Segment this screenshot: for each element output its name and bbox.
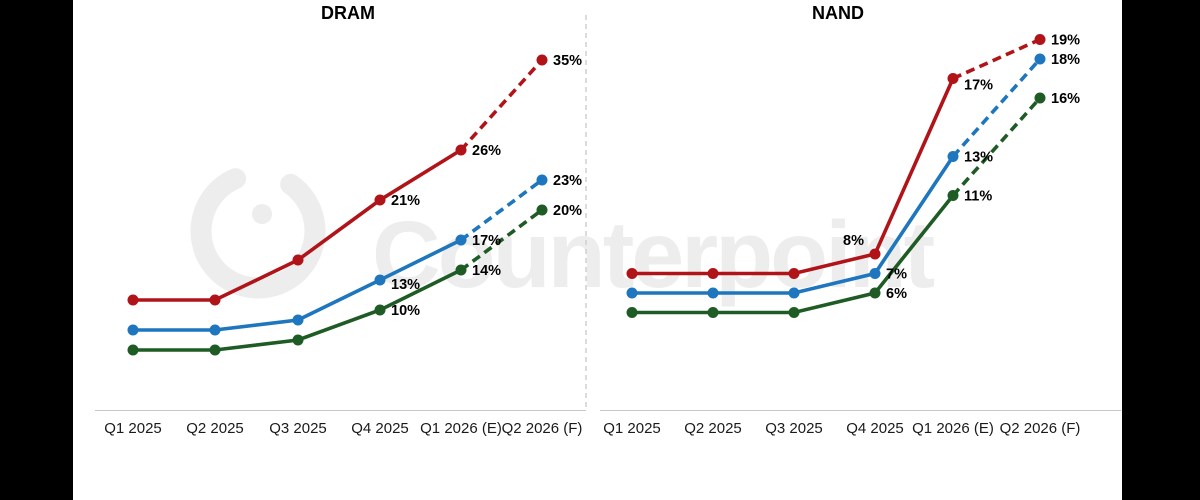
right-black-bar [1122, 0, 1200, 500]
dram-low-end-data-point [374, 194, 386, 206]
nand-x-tick-label: Q3 2025 [765, 420, 823, 437]
dram-mid-end-line-forecast-dashed [459, 208, 544, 272]
dram-mid-end-data-label: 10% [391, 303, 420, 319]
dram-mid-end-data-point [455, 264, 467, 276]
nand-low-end-line-solid [632, 77, 955, 276]
nand-low-end-data-point [788, 268, 800, 279]
dram-premium-data-label: 13% [391, 277, 420, 293]
nand-low-end-data-label: 8% [843, 233, 864, 249]
nand-low-end-data-point [626, 268, 638, 279]
dram-chart-title: DRAM [321, 3, 375, 23]
dram-premium-data-point [127, 324, 139, 336]
nand-low-end-data-point [947, 73, 959, 84]
dram-premium-data-point [536, 174, 548, 186]
dram-x-tick-label: Q4 2025 [351, 420, 409, 437]
dram-premium-data-point [455, 234, 467, 246]
nand-x-tick-label: Q2 2026 (F) [1000, 420, 1081, 437]
nand-premium-data-point [626, 287, 638, 299]
nand-premium-data-point [707, 287, 719, 299]
dram-low-end-data-point [209, 294, 221, 306]
nand-mid-end-line-forecast-dashed [951, 96, 1042, 197]
dram-low-end-data-label: 35% [553, 53, 582, 69]
nand-premium-data-point [869, 268, 881, 279]
nand-low-end-data-point [707, 268, 719, 279]
dram-mid-end-data-point [374, 304, 386, 316]
dram-low-end-data-point [127, 294, 139, 306]
nand-mid-end-data-point [626, 307, 638, 318]
nand-mid-end-data-label: 16% [1051, 91, 1080, 107]
left-black-bar [0, 0, 73, 500]
nand-x-tick-label: Q1 2026 (E) [912, 420, 994, 437]
nand-mid-end-data-point [788, 307, 800, 318]
dram-premium-line-forecast-dashed [459, 178, 544, 242]
dram-low-end-data-point [536, 54, 548, 66]
dram-low-end-data-point [455, 144, 467, 156]
dram-low-end-data-label: 26% [472, 143, 501, 159]
dram-low-end-line-forecast-dashed [459, 58, 544, 152]
nand-x-tick-label: Q1 2025 [603, 420, 661, 437]
dram-premium-data-label: 23% [553, 173, 582, 189]
nand-low-end-data-point [869, 248, 881, 260]
dram-premium-data-point [209, 324, 221, 336]
nand-x-tick-label: Q4 2025 [846, 420, 904, 437]
nand-premium-data-label: 7% [886, 267, 907, 283]
legend: Low-end (<$200) DRAM: 6GB LPDDR4X NAND: … [0, 440, 1200, 500]
nand-premium-data-point [947, 151, 959, 162]
dram-premium-data-label: 17% [472, 233, 501, 249]
dram-low-end-data-point [292, 254, 304, 266]
dram-mid-end-data-point [209, 344, 221, 356]
dram-mid-end-data-point [127, 344, 139, 356]
nand-low-end-data-point [1034, 34, 1046, 45]
dram-mid-end-data-point [292, 334, 304, 346]
nand-mid-end-data-point [869, 287, 881, 299]
nand-premium-data-point [1034, 53, 1046, 65]
nand-x-tick-label: Q2 2025 [684, 420, 742, 437]
nand-premium-line-forecast-dashed [951, 57, 1042, 158]
dram-mid-end-data-label: 20% [553, 203, 582, 219]
dram-mid-end-data-label: 14% [472, 263, 501, 279]
dram-premium-data-point [292, 314, 304, 326]
nand-low-end-data-label: 19% [1051, 33, 1080, 49]
dram-premium-data-point [374, 274, 386, 286]
dram-x-tick-label: Q2 2026 (F) [502, 420, 583, 437]
dram-x-tick-label: Q2 2025 [186, 420, 244, 437]
dram-x-tick-label: Q3 2025 [269, 420, 327, 437]
dram-low-end-data-label: 21% [391, 193, 420, 209]
nand-low-end-data-label: 17% [964, 78, 993, 94]
nand-mid-end-data-point [947, 190, 959, 201]
dram-mid-end-data-point [536, 204, 548, 216]
nand-mid-end-data-label: 6% [886, 286, 907, 302]
nand-premium-data-label: 18% [1051, 52, 1080, 68]
nand-mid-end-data-point [707, 307, 719, 318]
nand-low-end-line-forecast-dashed [952, 37, 1041, 81]
nand-premium-data-label: 13% [964, 150, 993, 166]
nand-mid-end-data-point [1034, 92, 1046, 104]
nand-chart-title: NAND [812, 3, 864, 23]
nand-premium-data-point [788, 287, 800, 299]
dram-x-tick-label: Q1 2025 [104, 420, 162, 437]
dram-x-tick-label: Q1 2026 (E) [420, 420, 502, 437]
nand-mid-end-data-label: 11% [964, 189, 992, 205]
